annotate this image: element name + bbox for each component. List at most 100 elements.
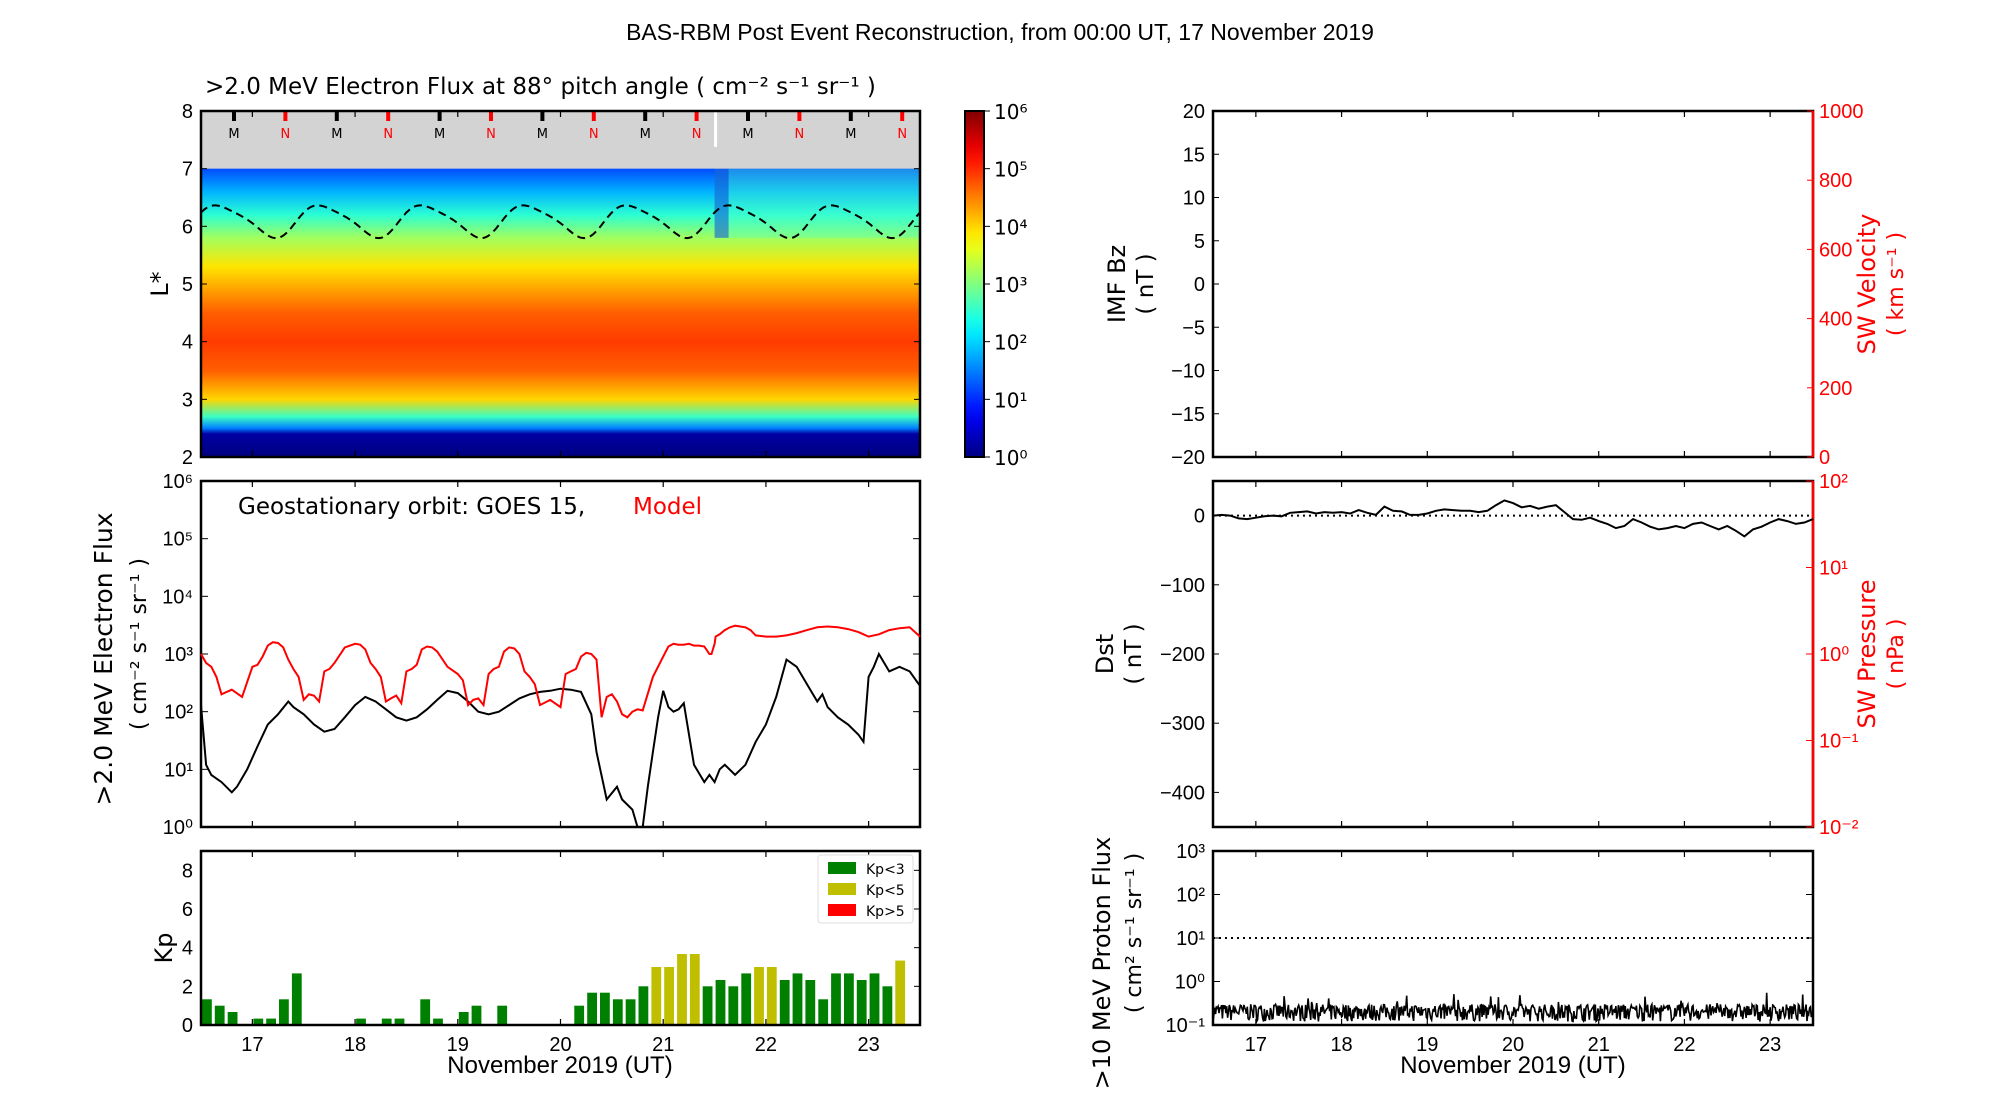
x-tick-label: 22 xyxy=(755,1034,777,1056)
y-tick-label-right: 0 xyxy=(1819,447,1830,469)
y-tick-label: 10² xyxy=(1176,885,1205,907)
kp-bar xyxy=(253,1018,264,1025)
x-axis-label: November 2019 (UT) xyxy=(447,1052,672,1079)
imf-frame xyxy=(1211,109,1815,459)
y-axis-units: ( nT ) xyxy=(1133,253,1159,314)
y-tick-label: 10⁰ xyxy=(1175,972,1205,994)
geo-electron-flux-panel: 10⁰ 10¹ 10² 10³ 10⁴ 10⁵ 10⁶ Geostationary orbit… xyxy=(89,471,922,839)
kp-bar xyxy=(227,1012,238,1025)
kp-bar xyxy=(497,1005,508,1025)
y-tick-label: −200 xyxy=(1160,644,1205,666)
kp-bar xyxy=(805,980,816,1025)
kp-bar xyxy=(471,1005,482,1025)
y-axis-label: >10 MeV Proton Flux xyxy=(1088,837,1116,1090)
marker-label: N xyxy=(589,127,599,142)
dst-line xyxy=(1212,499,1814,538)
kp-bar xyxy=(266,1018,276,1025)
geo-flux-frame xyxy=(199,479,922,829)
y-tick-label: −100 xyxy=(1160,575,1205,597)
legend-label: Kp<5 xyxy=(866,883,905,899)
x-tick-label: 22 xyxy=(1673,1034,1695,1056)
colorbar-tick-label: 10⁰ xyxy=(994,446,1027,470)
marker-label: N xyxy=(281,127,291,142)
y-tick-label: 10¹ xyxy=(164,759,193,781)
x-tick-label: 18 xyxy=(344,1034,366,1056)
y-axis-units-right: ( km s⁻¹ ) xyxy=(1884,232,1909,336)
kp-bar xyxy=(279,999,289,1025)
y-tick-label: 0 xyxy=(182,1015,193,1037)
y-tick-label: 10⁵ xyxy=(162,529,193,551)
kp-bar xyxy=(600,992,610,1025)
legend-label: Kp>5 xyxy=(866,904,905,920)
y-tick-label: 10¹ xyxy=(1176,928,1205,950)
x-tick-label: 19 xyxy=(1416,1034,1438,1056)
annotation-model: Model xyxy=(633,494,702,520)
x-tick-label: 20 xyxy=(1502,1034,1524,1056)
kp-bar xyxy=(856,980,867,1025)
y-axis-label-right: SW Velocity xyxy=(1853,214,1881,355)
y-tick-label: 7 xyxy=(182,159,193,181)
dropout-edge xyxy=(714,168,729,238)
kp-bar xyxy=(895,960,906,1025)
proton-flux-panel: 17 18 19 20 21 22 23 10⁻¹ 10⁰ 10¹ 10² 10³ >10 MeV Pr… xyxy=(1088,837,1815,1090)
marker-label: N xyxy=(692,127,702,142)
kp-bar xyxy=(754,967,764,1025)
y-tick-label: −400 xyxy=(1160,782,1205,804)
kp-bar xyxy=(625,999,636,1025)
kp-bar xyxy=(574,1005,585,1025)
kp-bar xyxy=(202,999,212,1025)
x-tick-label: 23 xyxy=(858,1034,880,1056)
electron-flux-map-panel: M N M N M N M N M N M N M N 2 3 4 5 6 7 8 L* >2.0 MeV Electron… xyxy=(146,74,922,469)
legend-swatch xyxy=(828,862,856,874)
y-tick-label: 10⁰ xyxy=(163,817,193,839)
marker-label: M xyxy=(434,127,445,142)
kp-bar xyxy=(420,999,431,1025)
kp-bar xyxy=(715,980,726,1025)
kp-bar xyxy=(869,973,880,1025)
y-tick-label: 5 xyxy=(182,274,193,296)
kp-bar xyxy=(844,973,854,1025)
kp-bar xyxy=(689,954,700,1025)
kp-panel: 17 18 19 20 21 22 23 0 2 4 6 8 Kp November 2019 (UT) K… xyxy=(150,849,922,1079)
y-tick-label: 3 xyxy=(182,389,193,411)
y-tick-label: 10³ xyxy=(164,644,193,666)
kp-legend: Kp<3 Kp<5 Kp>5 xyxy=(817,854,914,924)
y-tick-label: 20 xyxy=(1183,101,1205,123)
kp-bar xyxy=(394,1018,405,1025)
series-line-goes-15 xyxy=(200,651,921,828)
colorbar-tick-label: 10¹ xyxy=(994,388,1027,412)
y-tick-label-right: 10² xyxy=(1819,471,1848,493)
y-tick-label: 6 xyxy=(182,899,193,921)
y-tick-label: 0 xyxy=(1194,274,1205,296)
colorbar-tick-label: 10⁵ xyxy=(994,158,1027,182)
colorbar-tick-label: 10³ xyxy=(994,273,1027,297)
y-tick-label-right: 10⁻² xyxy=(1819,817,1859,839)
kp-bar xyxy=(651,967,662,1025)
y-tick-label: 10 xyxy=(1183,188,1205,210)
y-tick-label-right: 600 xyxy=(1819,239,1852,261)
marker-label: M xyxy=(845,127,856,142)
marker-label: N xyxy=(795,127,805,142)
y-tick-label: 10⁶ xyxy=(163,471,193,493)
x-tick-label: 18 xyxy=(1330,1034,1352,1056)
kp-bar xyxy=(381,1018,392,1025)
kp-bar xyxy=(356,1018,366,1025)
y-tick-label-right: 10¹ xyxy=(1819,558,1848,580)
x-axis-label: November 2019 (UT) xyxy=(1400,1052,1625,1079)
axis-label: L* xyxy=(146,271,174,296)
kp-bar xyxy=(818,999,829,1025)
y-axis-units: ( cm² s⁻¹ sr⁻¹ ) xyxy=(1122,853,1147,1013)
y-tick-label: −10 xyxy=(1171,361,1205,383)
x-tick-label: 21 xyxy=(1588,1034,1610,1056)
y-axis-label: Kp xyxy=(150,933,178,964)
kp-bar xyxy=(728,986,739,1025)
kp-bar xyxy=(214,1005,225,1025)
y-axis-label: Dst xyxy=(1091,634,1119,674)
x-tick-label: 17 xyxy=(241,1034,263,1056)
heatmap-title: >2.0 MeV Electron Flux at 88° pitch angl… xyxy=(205,74,876,100)
y-tick-label: 4 xyxy=(182,332,193,354)
kp-bar xyxy=(677,954,687,1025)
kp-bar xyxy=(882,986,893,1025)
colorbar-tick-label: 10² xyxy=(994,331,1027,355)
